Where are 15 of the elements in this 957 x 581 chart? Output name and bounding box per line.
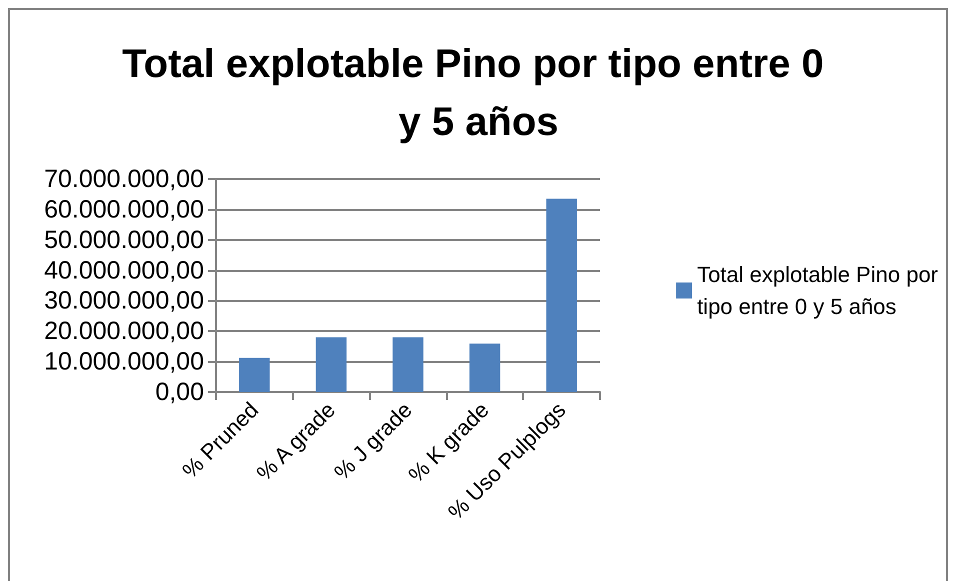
y-tick-label: 30.000.000,00	[44, 286, 204, 315]
y-tick-label: 40.000.000,00	[44, 256, 204, 284]
y-tick-label: 50.000.000,00	[44, 226, 204, 254]
y-tick-label: 0,00	[155, 378, 204, 406]
legend-label: Total explotable Pino por tipo entre 0 y 5 años	[697, 262, 938, 319]
bar	[239, 358, 270, 392]
bar	[469, 344, 500, 392]
chart-title: Total explotable Pino por tipo entre 0 y 5 años	[122, 42, 835, 144]
bar	[316, 337, 347, 392]
y-tick-label: 60.000.000,00	[44, 195, 204, 224]
bar	[546, 198, 577, 392]
y-tick-label: 10.000.000,00	[44, 348, 204, 376]
y-tick-label: 20.000.000,00	[44, 317, 204, 346]
bar	[392, 337, 424, 392]
y-tick-label: 70.000.000,00	[44, 165, 204, 193]
